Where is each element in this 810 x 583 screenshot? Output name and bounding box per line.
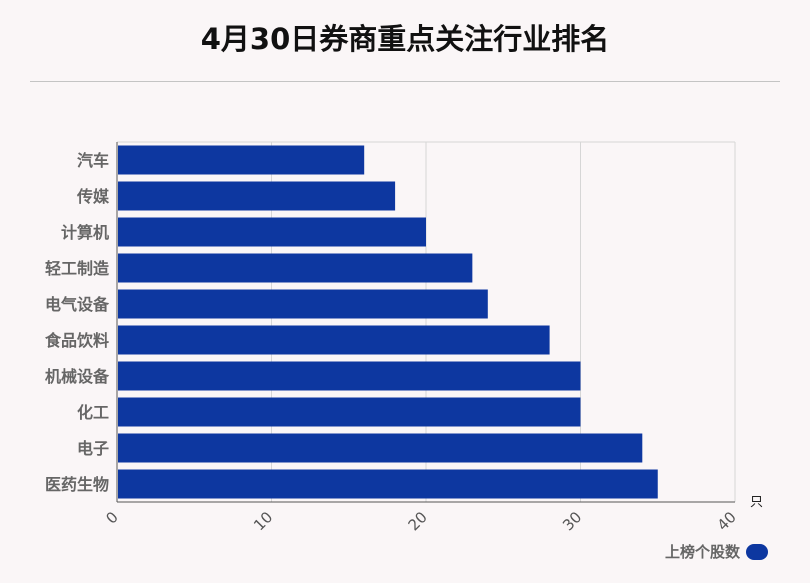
x-tick-label: 40	[714, 508, 740, 534]
category-label: 计算机	[61, 223, 109, 242]
category-label: 汽车	[77, 151, 109, 170]
title-divider	[30, 81, 780, 82]
x-tick-label: 30	[559, 508, 585, 534]
x-tick-label: 0	[102, 508, 121, 527]
bar[interactable]	[118, 325, 550, 355]
bar[interactable]	[118, 145, 365, 175]
category-label: 轻工制造	[45, 259, 110, 278]
category-label: 电子	[77, 439, 109, 458]
bar[interactable]	[118, 217, 426, 247]
x-unit-label: 只	[750, 495, 763, 510]
category-label: 电气设备	[45, 295, 110, 314]
x-tick-label: 10	[250, 508, 276, 534]
category-label: 医药生物	[45, 475, 109, 494]
bar[interactable]	[118, 433, 643, 463]
chart-title: 4月30日券商重点关注行业排名	[200, 22, 610, 56]
category-label: 食品饮料	[44, 331, 109, 350]
bars	[118, 145, 658, 499]
bar[interactable]	[118, 469, 658, 499]
category-label: 传媒	[76, 187, 110, 206]
bar[interactable]	[118, 289, 488, 319]
legend-label: 上榜个股数	[664, 543, 740, 561]
x-tick-labels: 0 10 20 30 40	[102, 508, 739, 534]
x-tick-label: 20	[405, 508, 431, 534]
bar[interactable]	[118, 361, 581, 391]
category-label: 化工	[77, 403, 109, 422]
bar[interactable]	[118, 181, 396, 211]
legend[interactable]: 上榜个股数	[665, 541, 768, 562]
bar[interactable]	[118, 253, 473, 283]
legend-swatch	[746, 543, 768, 560]
category-label: 机械设备	[45, 367, 110, 386]
bar[interactable]	[118, 397, 581, 427]
